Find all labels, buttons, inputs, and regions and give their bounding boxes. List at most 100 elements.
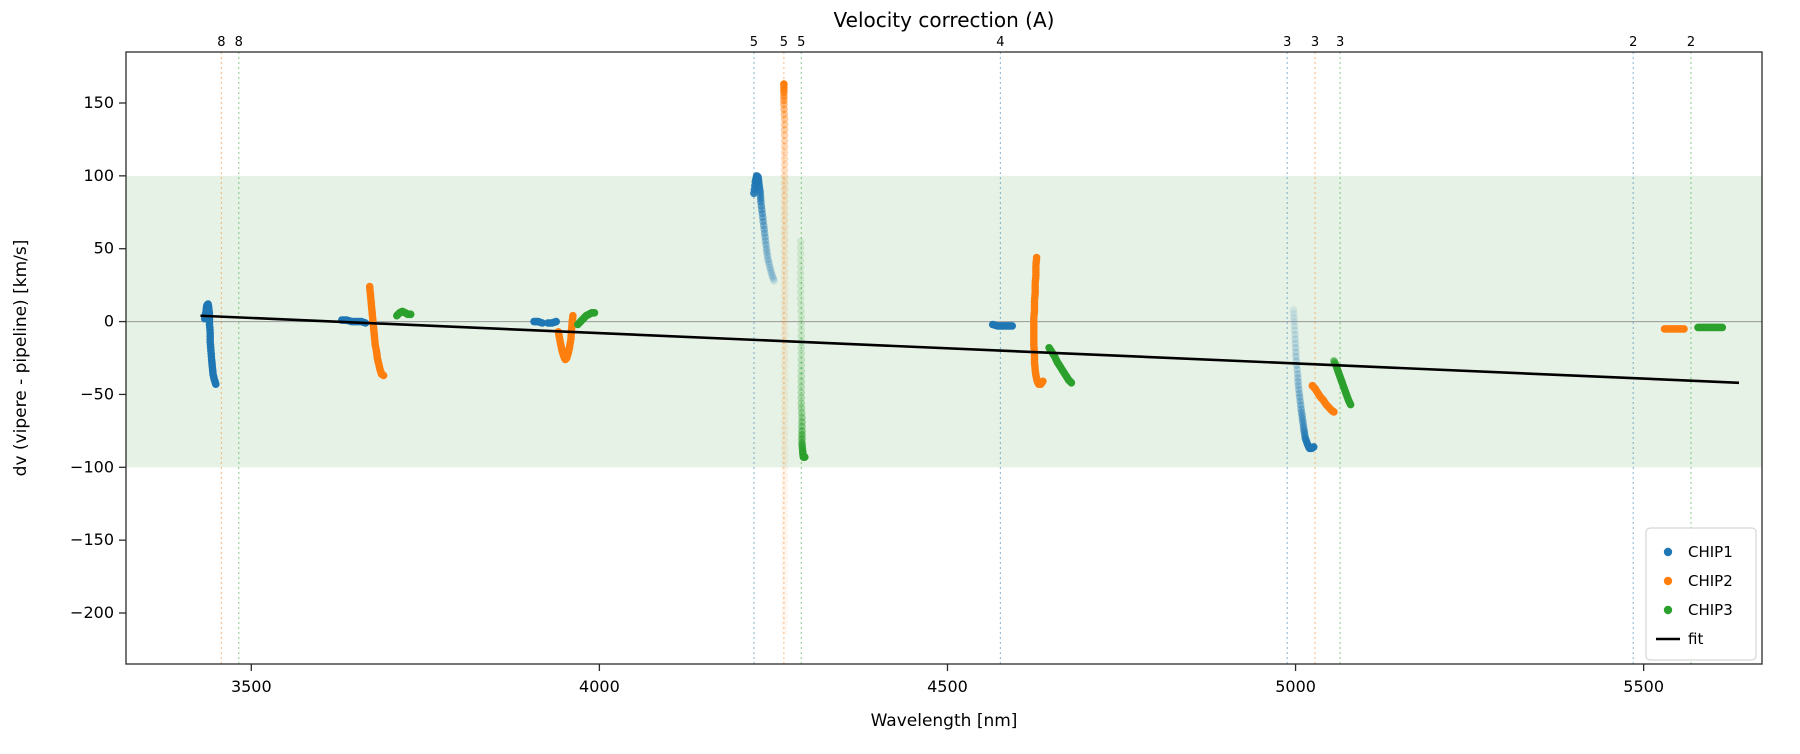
data-point-chip2 (780, 235, 789, 244)
data-point-chip1 (767, 268, 776, 277)
y-tick-label: −50 (80, 384, 114, 403)
data-point-chip2 (780, 267, 789, 275)
data-point-chip3 (796, 281, 805, 290)
data-point-chip2 (780, 154, 789, 163)
data-point-chip1 (552, 317, 560, 326)
data-point-chip1 (1292, 352, 1300, 361)
order-marker-label: 2 (1629, 35, 1637, 50)
data-point-chip2 (780, 260, 789, 269)
data-point-chip2 (780, 172, 789, 181)
order-marker-label: 3 (1311, 35, 1319, 50)
data-point-chip2 (780, 191, 789, 200)
data-point-chip2 (780, 210, 789, 218)
data-point-chip1 (1289, 306, 1298, 314)
legend-box (1645, 527, 1757, 661)
data-point-chip1 (761, 237, 770, 245)
data-point-chip3 (797, 326, 806, 334)
legend-label-fit: fit (1688, 630, 1703, 648)
data-point-chip3 (1718, 323, 1727, 332)
y-tick-label: 50 (94, 239, 114, 258)
data-point-chip2 (780, 575, 789, 584)
legend-label-chip3: CHIP3 (1688, 601, 1733, 619)
data-point-chip2 (780, 498, 789, 507)
data-point-chip2 (780, 362, 789, 371)
order-marker-label: 5 (797, 35, 805, 50)
data-point-chip3 (797, 367, 806, 375)
data-point-chip3 (796, 237, 805, 246)
data-point-chip1 (768, 271, 776, 279)
data-point-chip2 (780, 382, 789, 391)
data-point-chip1 (1296, 397, 1304, 406)
data-point-chip1 (766, 266, 775, 274)
data-point-chip1 (1292, 348, 1300, 357)
data-point-chip2 (780, 148, 789, 157)
y-axis-label: dv (vipere - pipeline) [km/s] (11, 240, 31, 477)
data-point-chip2 (780, 539, 789, 547)
data-point-chip2 (780, 518, 789, 527)
data-point-chip2 (780, 604, 789, 613)
data-point-chip1 (1296, 401, 1305, 409)
data-point-chip2 (780, 131, 789, 139)
data-point-chip1 (1290, 317, 1298, 326)
data-point-chip1 (764, 255, 772, 263)
data-point-chip1 (1293, 370, 1302, 378)
data-point-chip3 (797, 349, 806, 358)
data-point-chip2 (780, 242, 789, 250)
data-point-chip1 (763, 248, 771, 256)
data-point-chip2 (780, 396, 789, 405)
data-point-chip3 (796, 294, 805, 303)
data-point-chip2 (780, 324, 789, 332)
data-point-chip2 (780, 590, 789, 598)
data-point-chip2 (780, 254, 789, 263)
x-tick-label: 5500 (1623, 677, 1664, 696)
data-point-chip1 (769, 275, 778, 283)
data-point-chip2 (780, 317, 789, 326)
data-point-chip3 (406, 310, 415, 319)
x-tick-label: 3500 (231, 677, 272, 696)
data-point-chip2 (780, 292, 789, 301)
data-point-chip3 (797, 372, 806, 381)
data-point-chip2 (1039, 377, 1047, 386)
data-point-chip2 (780, 457, 789, 466)
data-point-chip2 (780, 464, 789, 473)
legend-label-chip2: CHIP2 (1688, 572, 1733, 590)
data-point-chip2 (569, 311, 577, 320)
order-marker-label: 5 (780, 35, 788, 50)
data-point-chip2 (780, 185, 789, 193)
data-point-chip2 (780, 491, 789, 500)
data-point-chip2 (780, 389, 789, 398)
data-point-chip1 (764, 258, 773, 266)
data-point-chip1 (1291, 339, 1300, 348)
data-point-chip2 (780, 273, 789, 282)
data-point-chip2 (1680, 325, 1688, 333)
data-point-chip1 (1291, 330, 1299, 339)
data-point-chip3 (796, 262, 805, 271)
data-point-chip2 (780, 343, 789, 351)
data-point-chip2 (780, 229, 789, 237)
order-marker-label: 2 (1687, 35, 1695, 50)
data-point-chip2 (780, 532, 789, 541)
data-point-chip1 (1290, 326, 1299, 335)
data-point-chip3 (796, 269, 805, 277)
x-tick-label: 5000 (1275, 677, 1316, 696)
data-point-chip2 (379, 371, 388, 380)
data-point-chip1 (212, 380, 220, 389)
data-point-chip1 (759, 213, 767, 222)
data-point-chip3 (797, 383, 806, 391)
data-point-chip1 (759, 221, 768, 230)
data-point-chip2 (780, 561, 789, 569)
x-tick-label: 4000 (579, 677, 620, 696)
y-tick-label: 0 (104, 312, 114, 331)
legend-label-chip1: CHIP1 (1688, 543, 1733, 561)
y-tick-label: −150 (70, 530, 114, 549)
data-point-chip1 (1290, 322, 1299, 330)
data-point-chip3 (796, 288, 805, 296)
data-point-chip2 (780, 478, 789, 486)
data-point-chip1 (1294, 381, 1303, 390)
data-point-chip1 (768, 273, 777, 281)
data-point-chip2 (780, 115, 789, 123)
data-point-chip1 (762, 244, 771, 253)
data-point-chip2 (780, 216, 789, 225)
data-point-chip2 (780, 553, 789, 562)
